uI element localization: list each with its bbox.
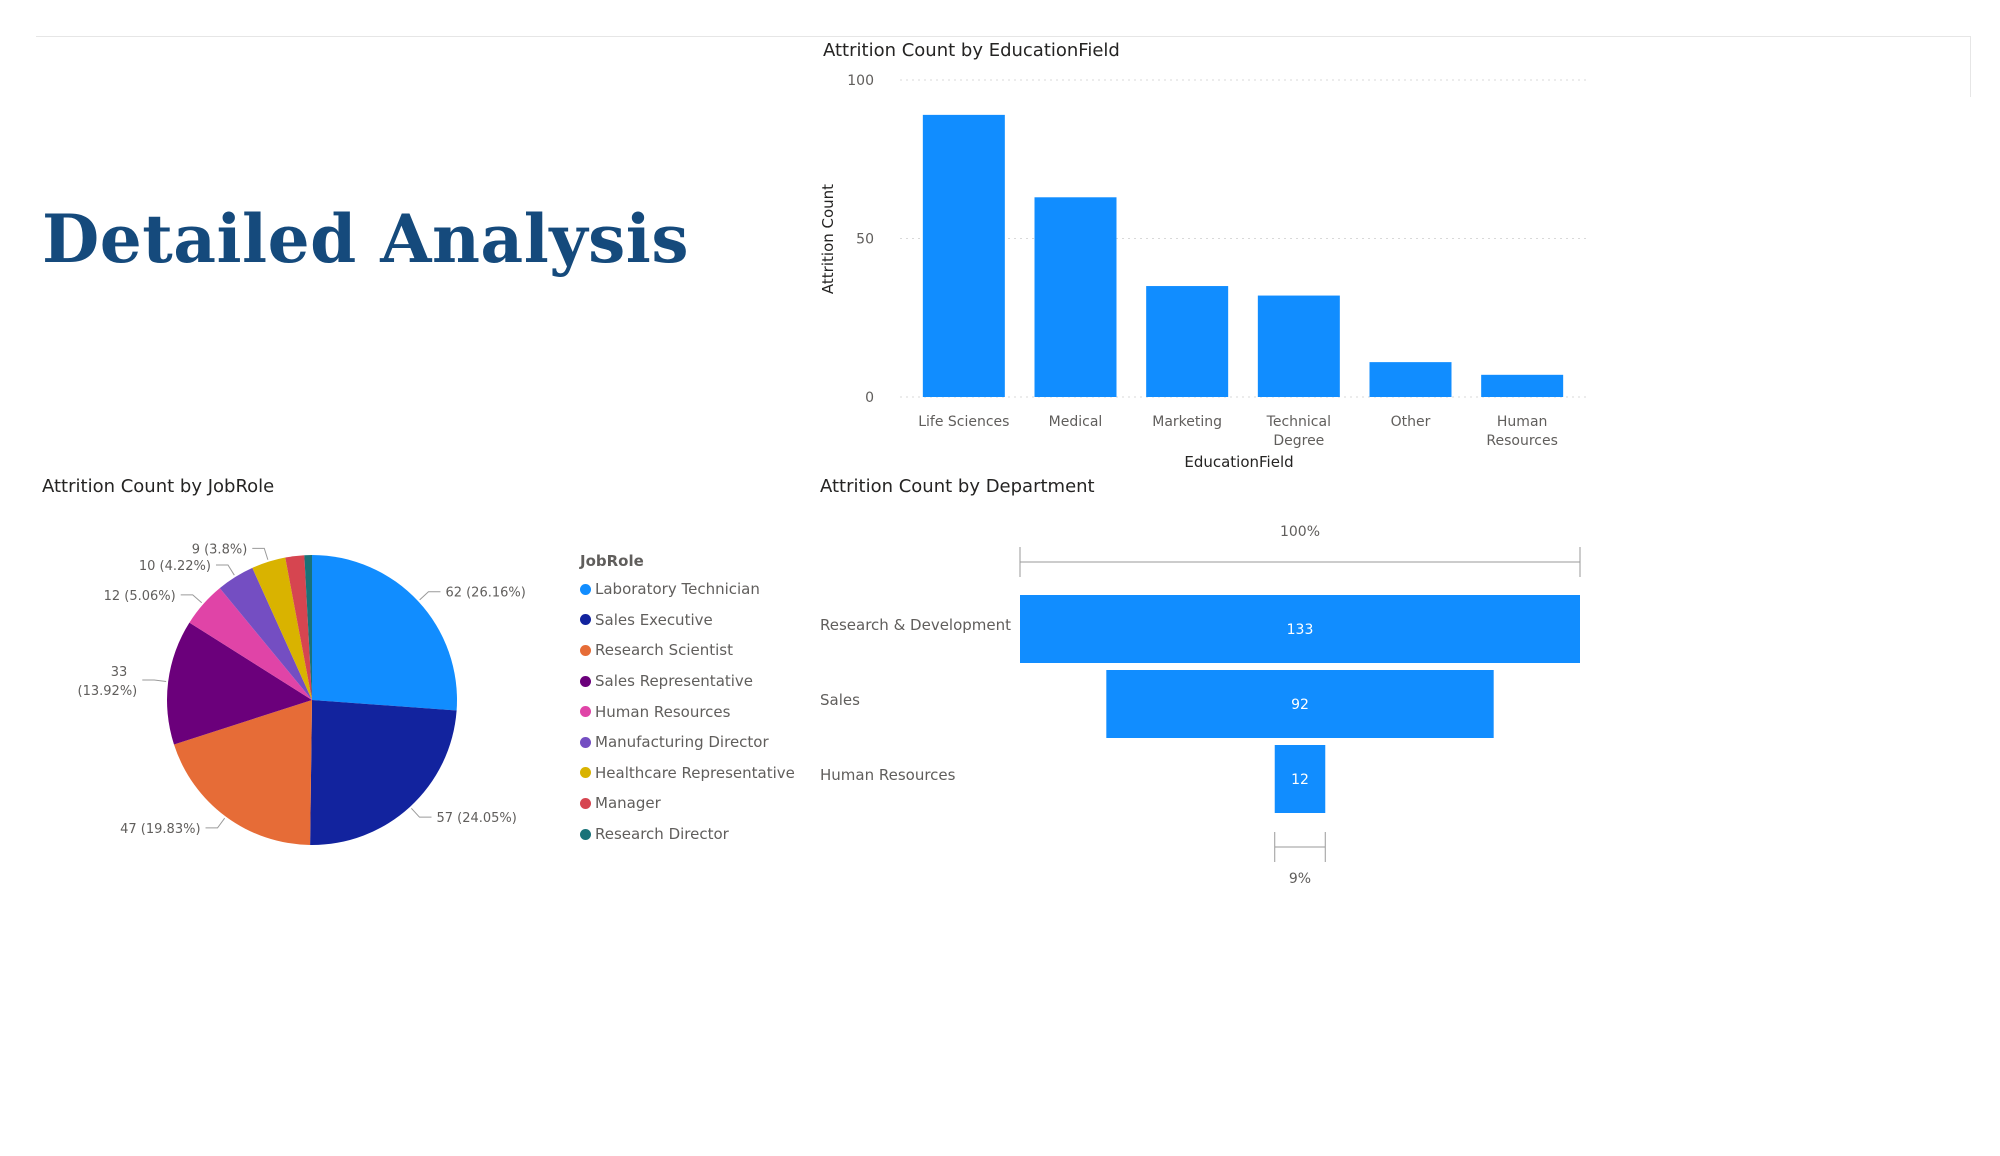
funnel-value-label: 12 [1291, 772, 1309, 788]
funnel-chart-title: Attrition Count by Department [820, 476, 1095, 497]
pie-chart-title: Attrition Count by JobRole [42, 476, 275, 497]
education-field-bar-chart[interactable]: 0 50 100 Life Sciences Medical Marketing Techn… [810, 65, 1600, 480]
x-tick-label: Marketing [1152, 414, 1222, 430]
data-label: (13.92%) [78, 684, 138, 699]
legend-marker [580, 644, 591, 656]
data-label: 57 (24.05%) [436, 811, 516, 826]
pie-slice[interactable] [304, 555, 312, 700]
y-tick-label: 50 [856, 232, 874, 248]
pie-slice[interactable] [252, 557, 312, 700]
legend-item[interactable]: Research Director [580, 819, 795, 850]
x-axis-title: EducationField [1184, 453, 1293, 471]
legend-marker [580, 797, 591, 809]
legend-label: Research Scientist [595, 641, 733, 660]
bar[interactable] [1481, 374, 1564, 397]
leader-line [411, 807, 432, 818]
legend-marker [580, 583, 591, 595]
legend-marker [580, 675, 591, 687]
legend-label: Human Resources [595, 702, 731, 721]
legend-item[interactable]: Manufacturing Director [580, 727, 795, 758]
funnel-category-label: Sales [820, 691, 860, 709]
funnel-value-label: 92 [1291, 697, 1309, 713]
funnel-category-label: Human Resources [820, 766, 956, 784]
pie-slice[interactable] [219, 567, 312, 700]
pie-slice[interactable] [189, 588, 312, 700]
legend-marker [580, 767, 591, 779]
data-label: 9 (3.8%) [192, 542, 248, 557]
pie-slice[interactable] [173, 700, 312, 845]
pie-slice[interactable] [285, 555, 312, 700]
legend-item[interactable]: Sales Representative [580, 666, 795, 697]
bar[interactable] [1369, 362, 1452, 397]
data-label: 62 (26.16%) [445, 586, 525, 601]
funnel-bar[interactable] [1020, 595, 1580, 663]
legend-item[interactable]: Sales Executive [580, 605, 795, 636]
leader-line [252, 547, 269, 560]
legend-title: JobRole [580, 552, 644, 570]
funnel-value-label: 133 [1287, 622, 1314, 638]
x-tick-label: Medical [1049, 414, 1103, 430]
legend-label: Research Director [595, 825, 729, 844]
funnel-category-label: Research & Development [820, 616, 1011, 634]
funnel-bar[interactable] [1106, 670, 1494, 738]
data-label: 10 (4.22%) [139, 559, 211, 574]
bar-chart-title: Attrition Count by EducationField [823, 40, 1120, 61]
legend-marker [580, 614, 591, 626]
pie-slice[interactable] [310, 700, 457, 845]
bar[interactable] [1034, 197, 1117, 397]
data-label: 12 (5.06%) [104, 589, 176, 604]
x-tick-label: Degree [1273, 433, 1324, 449]
jobrole-pie-chart[interactable]: 62 (26.16%) 57 (24.05%) 47 (19.83%) 33 (13.9… [60, 520, 580, 880]
y-axis-title: Attrition Count [819, 184, 837, 294]
data-label: 47 (19.83%) [120, 822, 200, 837]
legend-item[interactable]: Healthcare Representative [580, 758, 795, 789]
legend-marker [580, 706, 591, 718]
legend-marker [580, 736, 591, 748]
legend-item[interactable]: Research Scientist [580, 635, 795, 666]
jobrole-legend: JobRole Laboratory Technician Sales Execu… [580, 552, 795, 849]
leader-line [215, 564, 235, 576]
pie-slice[interactable] [167, 622, 312, 745]
department-funnel-chart[interactable]: 100% 133 Research & Development 92 Sales 12 Hu… [810, 515, 1610, 895]
legend-item[interactable]: Human Resources [580, 696, 795, 727]
legend-label: Healthcare Representative [595, 763, 795, 782]
pie-slice[interactable] [312, 555, 458, 711]
legend-item[interactable]: Manager [580, 788, 795, 819]
legend-label: Manufacturing Director [595, 733, 769, 752]
y-tick-label: 0 [865, 390, 874, 406]
leader-line [180, 594, 203, 604]
y-tick-label: 100 [847, 73, 874, 89]
x-tick-label: Resources [1486, 433, 1558, 449]
bottom-percent-label: 9% [1289, 871, 1311, 887]
bar[interactable] [922, 114, 1005, 397]
bar[interactable] [1257, 295, 1340, 397]
leader-line [419, 591, 441, 601]
leader-line [142, 679, 167, 683]
legend-label: Sales Representative [595, 672, 754, 691]
top-percent-label: 100% [1280, 524, 1320, 540]
legend-item[interactable]: Laboratory Technician [580, 574, 795, 605]
report-canvas-frame [36, 36, 1971, 1137]
x-tick-label: Life Sciences [918, 414, 1009, 430]
x-tick-label: Human [1497, 414, 1548, 430]
data-label: 33 [111, 665, 128, 680]
legend-label: Sales Executive [595, 610, 713, 629]
x-tick-label: Technical [1266, 414, 1331, 430]
legend-label: Manager [595, 794, 661, 813]
legend-label: Laboratory Technician [595, 580, 760, 599]
leader-line [205, 817, 226, 829]
legend-marker [580, 828, 591, 840]
funnel-bar[interactable] [1274, 745, 1326, 813]
x-tick-label: Other [1391, 414, 1431, 430]
bar[interactable] [1146, 286, 1229, 397]
page-title: Detailed Analysis [42, 200, 690, 278]
